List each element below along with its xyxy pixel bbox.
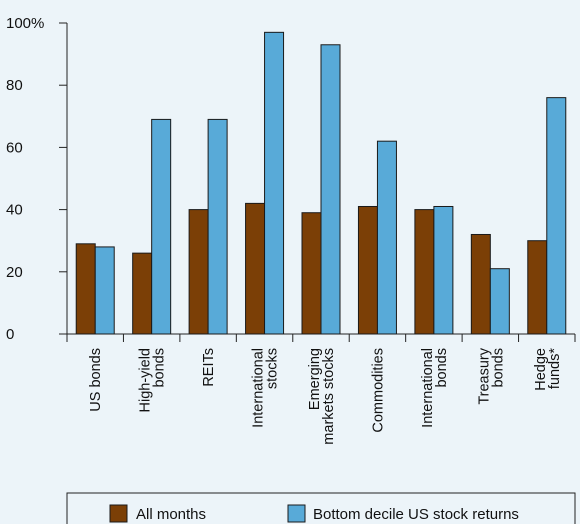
category-label-line: Emerging: [307, 348, 323, 410]
bar-all-months: [75, 243, 96, 335]
bar-bottom-decile: [94, 246, 115, 335]
category-label: Emergingmarkets stocks: [307, 348, 337, 445]
category-label: Internationalstocks: [251, 348, 281, 428]
bar-bottom-decile: [320, 44, 341, 335]
bars: [75, 31, 567, 335]
category-label-line: REITs: [201, 348, 217, 387]
legend-swatch: [109, 504, 128, 523]
category-label-line: International: [251, 348, 267, 428]
category-label: REITs: [201, 348, 217, 387]
bar-all-months: [301, 212, 322, 335]
category-label: Internationalbonds: [420, 348, 450, 428]
category-label-line: International: [420, 348, 436, 428]
bar-bottom-decile: [433, 205, 454, 335]
category-label-line: Commodities: [370, 348, 386, 433]
category-label: US bonds: [88, 348, 104, 412]
category-label-line: US bonds: [88, 348, 104, 412]
legend-swatch: [287, 504, 306, 523]
category-label: High-yieldbonds: [138, 348, 168, 412]
bar-bottom-decile: [264, 31, 285, 335]
bar-bottom-decile: [376, 140, 397, 335]
category-label-line: High-yield: [138, 348, 154, 412]
legend-label: All months: [136, 506, 206, 523]
category-label-line: stocks: [265, 348, 281, 389]
y-tick-label: 60: [6, 139, 23, 156]
legend-label: Bottom decile US stock returns: [313, 506, 519, 523]
y-tick-label: 100%: [6, 15, 44, 32]
category-label: Hedgefunds*: [533, 348, 563, 391]
y-tick-label: 20: [6, 264, 23, 281]
bar-bottom-decile: [207, 118, 228, 335]
category-label: Treasurybonds: [476, 347, 506, 404]
category-label-line: funds*: [547, 348, 563, 389]
category-label-line: Treasury: [476, 347, 492, 404]
bar-all-months: [132, 252, 153, 335]
y-tick-label: 0: [6, 326, 14, 343]
category-label-line: bonds: [434, 348, 450, 388]
category-label: Commodities: [370, 348, 386, 433]
y-tick-label: 80: [6, 77, 23, 94]
bar-all-months: [357, 205, 378, 335]
bar-bottom-decile: [151, 118, 172, 335]
category-labels: US bonds High-yieldbonds REITs Internationa…: [88, 347, 563, 444]
category-label-line: markets stocks: [321, 348, 337, 445]
category-label-line: bonds: [152, 348, 168, 388]
bar-all-months: [470, 233, 491, 335]
bar-all-months: [245, 202, 266, 335]
category-label-line: bonds: [490, 348, 506, 388]
category-label-line: Hedge: [533, 348, 549, 391]
bar-bottom-decile: [489, 268, 510, 335]
y-tick-label: 40: [6, 202, 23, 219]
legend-box: [66, 492, 576, 524]
legend: All months Bottom decile US stock returns: [66, 492, 576, 524]
bar-all-months: [188, 209, 209, 335]
bar-bottom-decile: [546, 97, 567, 335]
bar-all-months: [414, 209, 435, 335]
bar-all-months: [527, 240, 548, 335]
